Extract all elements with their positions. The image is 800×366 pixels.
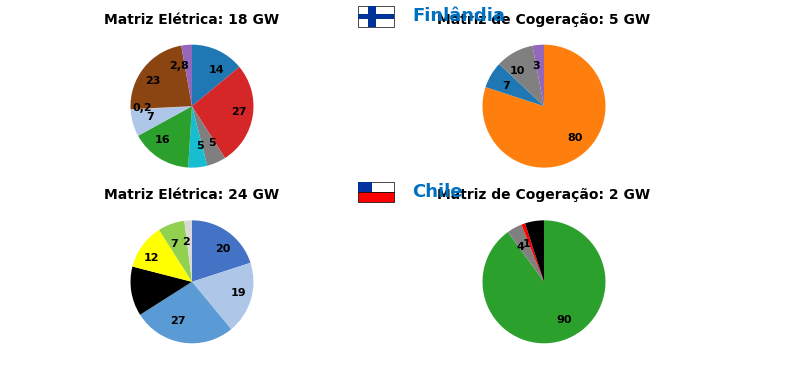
Text: 12: 12	[144, 253, 160, 263]
Wedge shape	[138, 106, 192, 168]
Wedge shape	[140, 282, 231, 343]
Wedge shape	[182, 45, 192, 106]
Wedge shape	[188, 106, 207, 168]
Text: 5: 5	[196, 141, 203, 151]
Wedge shape	[522, 223, 544, 282]
Text: 20: 20	[215, 244, 231, 254]
Text: 80: 80	[567, 134, 583, 143]
Text: 2,8: 2,8	[169, 61, 189, 71]
Title: Matriz Elétrica: 24 GW: Matriz Elétrica: 24 GW	[105, 188, 279, 202]
Wedge shape	[192, 45, 239, 106]
Wedge shape	[159, 221, 192, 282]
Text: 16: 16	[155, 135, 170, 145]
Wedge shape	[192, 220, 250, 282]
Title: Matriz de Cogeração: 5 GW: Matriz de Cogeração: 5 GW	[438, 13, 650, 27]
Text: 23: 23	[146, 76, 161, 86]
Text: 27: 27	[170, 316, 186, 326]
Text: 3: 3	[533, 61, 540, 71]
Text: 1: 1	[522, 239, 530, 249]
Wedge shape	[508, 225, 544, 282]
Wedge shape	[533, 45, 544, 106]
Text: 13: 13	[137, 283, 153, 293]
Text: 10: 10	[510, 66, 525, 76]
Wedge shape	[133, 230, 192, 282]
Wedge shape	[192, 67, 254, 158]
Text: Finlândia: Finlândia	[412, 7, 505, 26]
Text: 27: 27	[231, 107, 247, 117]
Wedge shape	[130, 266, 192, 315]
Title: Matriz Elétrica: 18 GW: Matriz Elétrica: 18 GW	[105, 13, 279, 27]
Text: 4: 4	[517, 242, 525, 252]
Wedge shape	[130, 46, 192, 109]
Title: Matriz de Cogeração: 2 GW: Matriz de Cogeração: 2 GW	[438, 188, 650, 202]
Wedge shape	[499, 46, 544, 106]
Text: 7: 7	[502, 81, 510, 91]
Text: 19: 19	[230, 288, 246, 298]
Text: 14: 14	[209, 65, 225, 75]
Wedge shape	[130, 106, 192, 110]
Wedge shape	[525, 220, 544, 282]
Wedge shape	[486, 64, 544, 106]
Text: 7: 7	[146, 112, 154, 122]
Text: 7: 7	[170, 239, 178, 249]
Wedge shape	[192, 106, 225, 166]
Wedge shape	[482, 45, 606, 168]
Text: 90: 90	[556, 315, 572, 325]
Text: 5: 5	[208, 138, 215, 148]
Text: 2: 2	[182, 237, 190, 247]
Wedge shape	[184, 220, 192, 282]
Wedge shape	[482, 220, 606, 343]
Wedge shape	[192, 263, 254, 329]
Text: 0,2: 0,2	[133, 104, 152, 113]
Text: Chile: Chile	[412, 183, 462, 201]
Wedge shape	[130, 106, 192, 136]
